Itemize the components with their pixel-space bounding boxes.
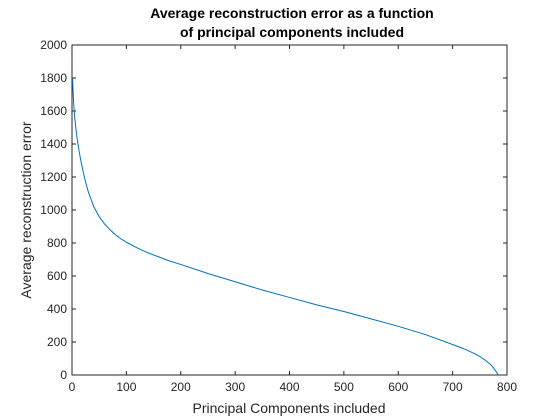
y-axis-label: Average reconstruction error	[18, 121, 34, 298]
x-tick-label: 700	[443, 380, 463, 394]
y-tick-label: 1000	[40, 203, 67, 217]
y-tick-label: 400	[47, 302, 67, 316]
y-tick-label: 800	[47, 236, 67, 250]
x-tick-label: 300	[225, 380, 245, 394]
y-axis: 0 200 400 600 800 1000 1200 1400 1600 1800 2000	[40, 38, 507, 382]
y-tick-label: 200	[47, 335, 67, 349]
plot-area	[71, 44, 508, 376]
y-tick-label: 1200	[40, 170, 67, 184]
x-tick-label: 600	[388, 380, 408, 394]
x-axis: 0 100 200 300 400 500 600 700 800	[69, 45, 517, 394]
y-tick-label: 1600	[40, 104, 67, 118]
y-tick-label: 600	[47, 269, 67, 283]
x-tick-label: 800	[497, 380, 517, 394]
x-tick-label: 100	[116, 380, 136, 394]
x-tick-label: 400	[279, 380, 299, 394]
x-axis-label: Principal Components included	[193, 400, 386, 416]
chart-title-line-1: Average reconstruction error as a functi…	[150, 5, 433, 21]
y-tick-label: 1400	[40, 137, 67, 151]
series-layer	[72, 77, 499, 376]
x-tick-label: 0	[69, 380, 76, 394]
y-tick-label: 1800	[40, 71, 67, 85]
x-tick-label: 200	[171, 380, 191, 394]
x-tick-label: 500	[334, 380, 354, 394]
y-tick-label: 2000	[40, 38, 67, 52]
y-tick-label: 0	[60, 368, 67, 382]
series-line-0	[72, 77, 499, 376]
chart-title-line-2: of principal components included	[180, 24, 404, 40]
